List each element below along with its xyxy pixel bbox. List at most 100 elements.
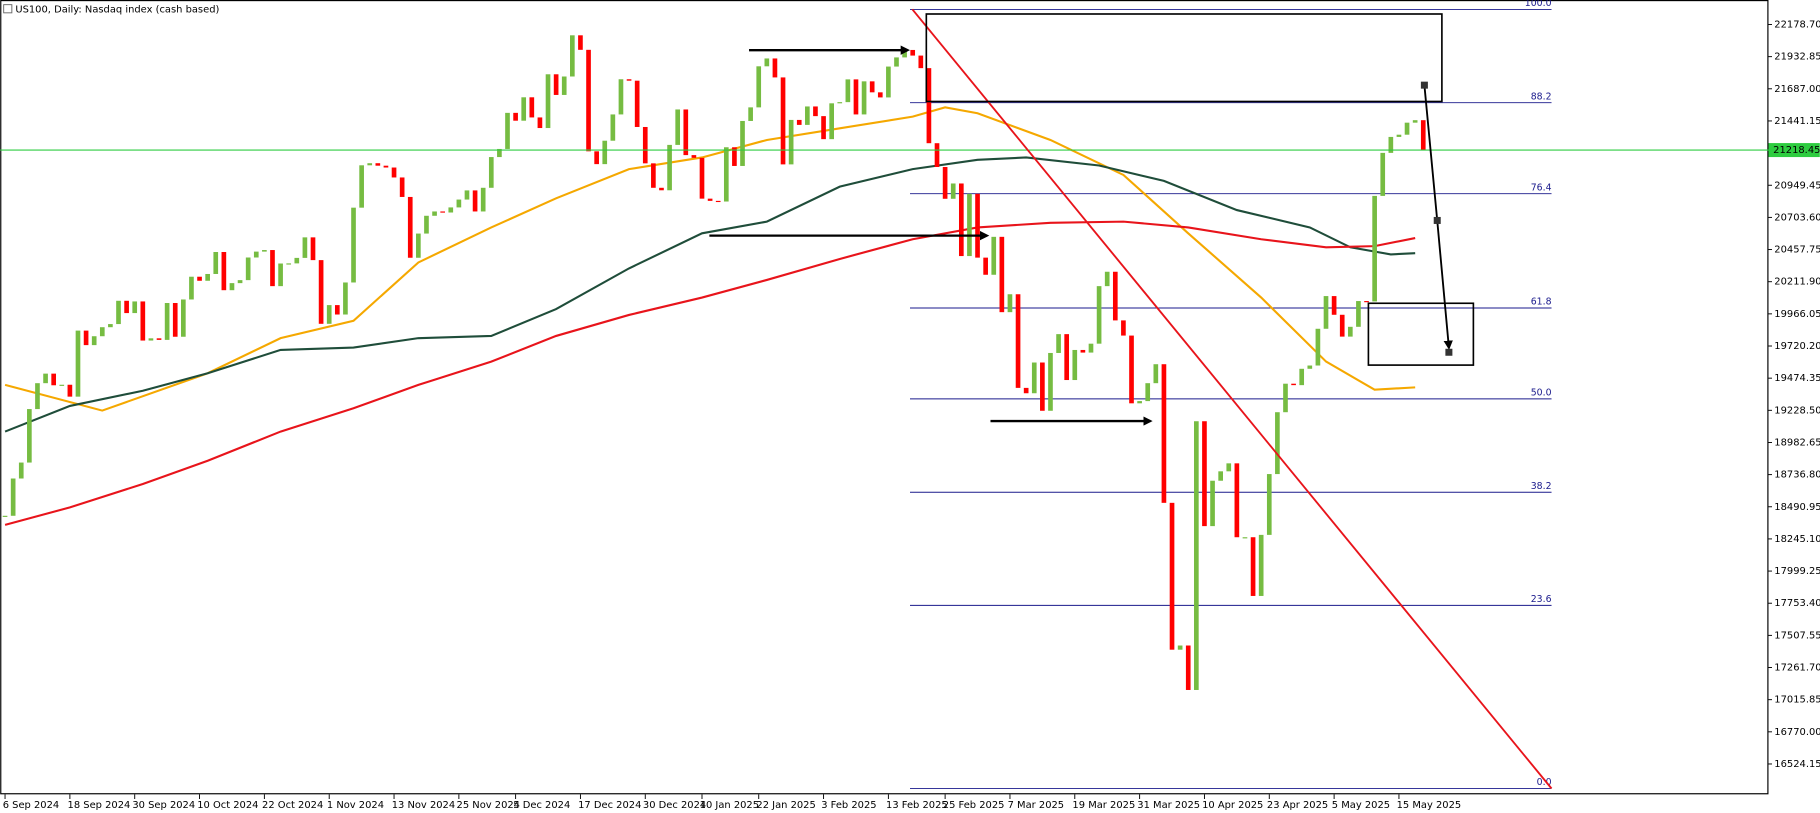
x-tick-label: 19 Mar 2025 (1072, 800, 1135, 811)
candle (432, 211, 437, 216)
candle (1339, 314, 1345, 337)
candle (270, 250, 275, 287)
candle (1283, 383, 1288, 413)
x-tick-label: 1 Nov 2024 (327, 800, 384, 811)
y-tick-label: 20457.75 (1774, 245, 1820, 256)
candle (294, 257, 300, 264)
candle (310, 237, 316, 261)
candle (116, 300, 121, 325)
candle (983, 257, 988, 275)
path-node (1433, 216, 1441, 224)
candle (351, 207, 356, 283)
y-tick-label: 18245.10 (1774, 534, 1820, 545)
x-tick-label: 5 May 2025 (1332, 800, 1390, 811)
x-tick-label: 10 Oct 2024 (197, 800, 258, 811)
candle (205, 273, 210, 281)
x-tick-label: 13 Feb 2025 (886, 800, 948, 811)
x-tick-label: 10 Jan 2025 (700, 800, 759, 811)
candle (829, 103, 834, 140)
candle (1275, 412, 1280, 475)
last-price-tag (1768, 143, 1820, 158)
y-tick-label: 21932.85 (1774, 52, 1820, 63)
candle (1388, 136, 1394, 153)
candle (35, 383, 40, 410)
candle (1145, 383, 1151, 402)
y-tick-label: 17999.25 (1774, 566, 1820, 577)
candle (1169, 502, 1175, 650)
target-box (1367, 302, 1475, 366)
x-tick-label: 17 Dec 2024 (578, 800, 641, 811)
candle (1299, 368, 1305, 386)
fib-label: 38.2 (1531, 481, 1552, 492)
candle (253, 251, 259, 258)
candle (553, 74, 559, 95)
candle (1404, 122, 1410, 135)
candle (1323, 296, 1329, 329)
y-tick-label: 19966.05 (1774, 309, 1820, 320)
candle (286, 263, 292, 265)
candle (805, 106, 810, 125)
candle (626, 79, 632, 81)
candle (326, 305, 332, 324)
candle (2, 515, 8, 517)
x-tick-label: 7 Mar 2025 (1008, 800, 1065, 811)
candle (383, 165, 389, 168)
trend-line (911, 8, 1553, 790)
y-tick-label: 18736.80 (1774, 470, 1820, 481)
candle (318, 260, 324, 324)
candle (302, 237, 308, 258)
candle (869, 81, 875, 93)
candle (488, 157, 494, 188)
candle (667, 144, 672, 191)
x-tick-label: 3 Feb 2025 (821, 800, 876, 811)
candle (140, 301, 146, 341)
candle (1364, 301, 1369, 303)
candle (934, 143, 940, 168)
candle (910, 49, 916, 56)
y-tick-label: 18982.65 (1774, 437, 1820, 448)
candle (456, 199, 462, 208)
candle (1129, 335, 1134, 404)
candle (448, 207, 454, 213)
y-tick-label: 16770.00 (1774, 727, 1820, 738)
fib-label: 88.2 (1531, 91, 1552, 102)
candle (334, 305, 340, 315)
candle (1194, 421, 1199, 690)
candle (440, 211, 446, 213)
candle (1202, 421, 1207, 527)
candle (1234, 463, 1240, 538)
candle (262, 250, 267, 252)
candle (480, 187, 486, 212)
candle (715, 200, 721, 203)
annotations (709, 8, 1553, 790)
x-tick-label: 30 Dec 2024 (643, 800, 706, 811)
candle (416, 233, 421, 258)
candle (472, 190, 478, 212)
candle (367, 163, 373, 166)
price-axis: 22178.70 21932.85 21687.00 21441.15 20949.45… (1768, 19, 1820, 770)
candle (407, 196, 413, 258)
candle (707, 198, 713, 201)
candle (83, 330, 89, 346)
candle (10, 478, 16, 516)
y-tick-label: 16524.15 (1774, 759, 1820, 770)
candle (497, 148, 502, 158)
candle (181, 299, 186, 337)
candle (772, 58, 778, 78)
y-tick-label: 19720.20 (1774, 341, 1820, 352)
x-tick-label: 30 Sep 2024 (132, 800, 195, 811)
candle (27, 409, 32, 463)
candle (748, 107, 753, 121)
y-tick-label: 17261.70 (1774, 663, 1820, 674)
candle (634, 80, 640, 127)
x-tick-label: 25 Nov 2024 (457, 800, 520, 811)
candle (780, 77, 786, 165)
candle (1096, 286, 1102, 344)
y-tick-label: 18490.95 (1774, 502, 1820, 513)
candle (164, 303, 170, 340)
plot-frame (0, 0, 1769, 795)
candle (958, 183, 964, 257)
candle (18, 462, 24, 479)
